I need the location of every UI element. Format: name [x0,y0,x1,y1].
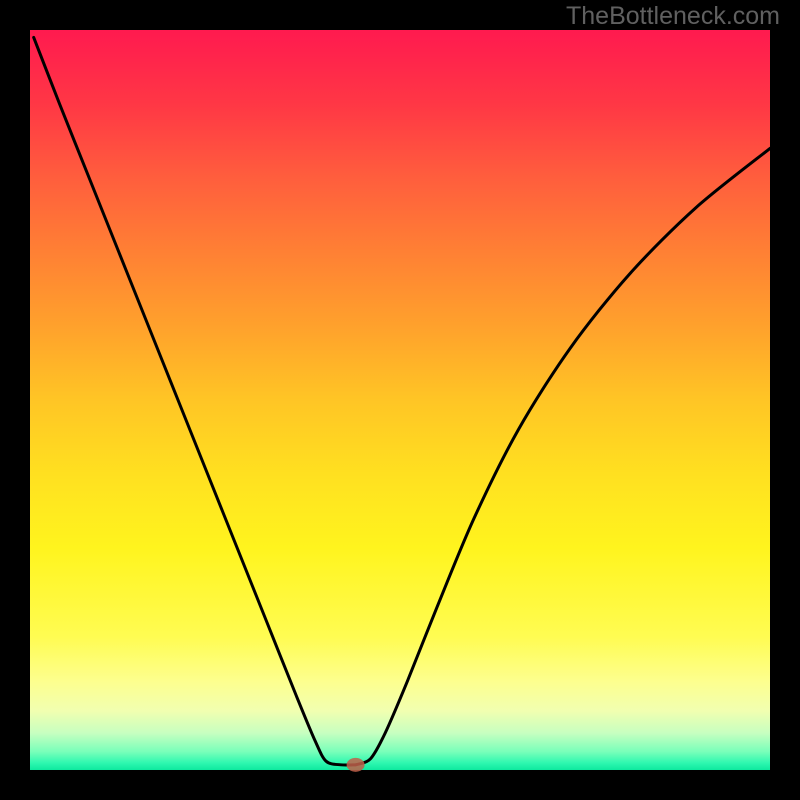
bottleneck-chart [0,0,800,800]
plot-background [30,30,770,770]
watermark-text: TheBottleneck.com [566,2,780,31]
chart-container: TheBottleneck.com [0,0,800,800]
optimal-point-marker [347,758,365,772]
